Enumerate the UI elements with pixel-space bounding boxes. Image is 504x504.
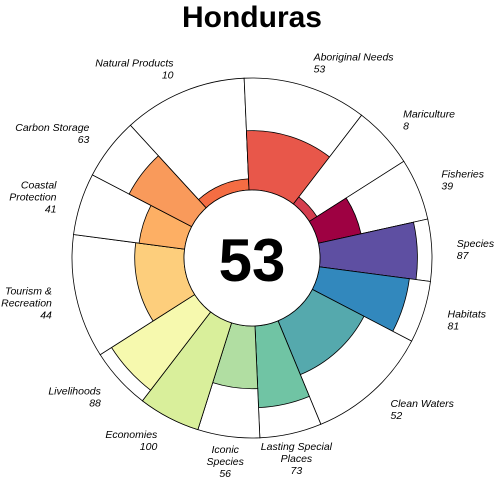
petal-label-line: Places — [281, 453, 313, 465]
chart-title: Honduras — [182, 1, 322, 34]
petal-label-line: Lasting Special — [261, 441, 333, 453]
petal-value: 73 — [291, 465, 303, 477]
petal-label-tourism-recreation: Tourism & Recreation 44 — [1, 285, 52, 321]
petal-label-line: Livelihoods — [48, 386, 101, 398]
petal-value: 87 — [457, 250, 470, 262]
petal-value: 10 — [162, 70, 174, 82]
petal-group — [71, 77, 433, 439]
petal-label-line: Economies — [105, 429, 158, 441]
petal-label-line: Species — [207, 456, 245, 468]
petal-label-fisheries: Fisheries 39 — [441, 169, 484, 193]
petal-value: 52 — [391, 410, 403, 422]
petal-value: 100 — [140, 441, 158, 453]
petal-label-line: Habitats — [448, 309, 487, 321]
petal-value: 39 — [441, 181, 453, 193]
petal-label-line: Iconic — [211, 444, 239, 456]
petal-label-line: Protection — [9, 191, 56, 203]
petal-value: 44 — [40, 309, 52, 321]
petal-label-livelihoods: Livelihoods 88 — [48, 386, 101, 410]
overall-score: 53 — [219, 227, 286, 294]
petal-label-line: Coastal — [21, 179, 57, 191]
petal-label-species: Species 87 — [457, 238, 495, 262]
petal-label-economies: Economies 100 — [105, 429, 158, 453]
petal-value: 53 — [314, 64, 326, 76]
petal-label-natural-products: Natural Products 10 — [95, 58, 174, 82]
petal-label-habitats: Habitats 81 — [448, 309, 487, 333]
petal-label-line: Fisheries — [441, 169, 484, 181]
petal-value: 41 — [45, 203, 57, 215]
petal-label-line: Carbon Storage — [15, 122, 89, 134]
petal-label-line: Natural Products — [95, 58, 174, 70]
petal-label-line: Aboriginal Needs — [313, 52, 395, 64]
petal-value: 8 — [403, 121, 409, 133]
petal-label-aboriginal-needs: Aboriginal Needs 53 — [313, 52, 395, 76]
petal-label-line: Recreation — [1, 297, 52, 309]
petal-label-line: Species — [457, 238, 495, 250]
petal-label-lasting-special-places: Lasting Special Places 73 — [261, 441, 333, 477]
petal-label-clean-waters: Clean Waters 52 — [391, 398, 455, 422]
petal-label-carbon-storage: Carbon Storage 63 — [15, 122, 89, 146]
petal-value: 81 — [448, 321, 460, 333]
center-circle — [183, 189, 321, 327]
petal-label-mariculture: Mariculture 8 — [403, 109, 455, 133]
petal-label-line: Mariculture — [403, 109, 455, 121]
petal-value: 63 — [78, 134, 90, 146]
petal-label-iconic-species: Iconic Species 56 — [207, 444, 245, 480]
petal-value: 56 — [219, 468, 231, 480]
petal-value: 88 — [89, 398, 101, 410]
petal-label-coastal-protection: Coastal Protection 41 — [9, 179, 57, 215]
petal-label-line: Tourism & — [5, 285, 52, 297]
petal-label-line: Clean Waters — [391, 398, 455, 410]
